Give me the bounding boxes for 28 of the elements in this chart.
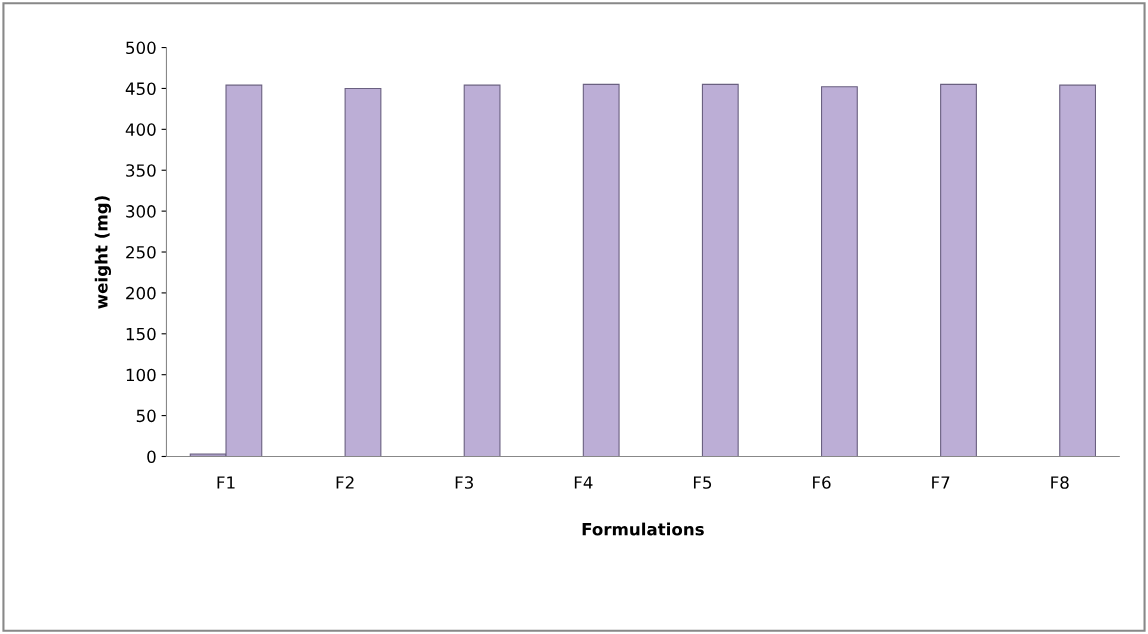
bar xyxy=(344,87,382,457)
y-tick-label: 0 xyxy=(147,450,156,464)
x-tick-label: F2 xyxy=(336,476,354,489)
x-axis-title: Formulations xyxy=(582,522,704,536)
y-tick-label: 50 xyxy=(136,409,156,423)
bar xyxy=(1059,84,1097,457)
y-tick-label: 250 xyxy=(126,245,156,259)
y-tick-label: 200 xyxy=(126,286,156,300)
bar xyxy=(820,86,858,457)
y-tick-label: 400 xyxy=(125,123,156,136)
y-tick-label: 150 xyxy=(126,327,156,341)
x-tick-label: F4 xyxy=(574,476,593,489)
y-tick-label: 500 xyxy=(126,41,156,55)
y-tick-label: 350 xyxy=(126,164,156,177)
y-tick-label: 450 xyxy=(125,82,156,96)
x-tick-label: F5 xyxy=(693,476,712,489)
x-tick-label: F7 xyxy=(932,476,950,489)
bar xyxy=(463,84,501,457)
y-tick-label: 300 xyxy=(126,205,156,218)
x-tick-label: F6 xyxy=(813,476,831,489)
bar xyxy=(701,83,739,457)
x-tick-label: F3 xyxy=(455,476,473,489)
bar xyxy=(940,83,977,457)
bar xyxy=(582,83,620,457)
y-axis-title: weight (mg) xyxy=(94,196,112,309)
x-tick-label: F1 xyxy=(217,476,235,489)
x-tick-label: F8 xyxy=(1051,476,1069,489)
y-tick-label: 100 xyxy=(126,368,156,382)
